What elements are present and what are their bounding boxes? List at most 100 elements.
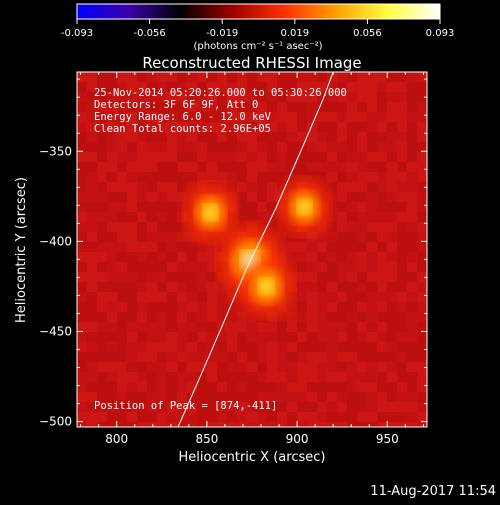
heatmap-cell [327, 172, 337, 182]
heatmap-cell [407, 322, 417, 332]
heatmap-cell [257, 132, 267, 142]
heatmap-cell [87, 392, 97, 402]
heatmap-cell [167, 282, 177, 292]
heatmap-cell [397, 352, 407, 362]
heatmap-cell [167, 362, 177, 372]
heatmap-cell [267, 152, 277, 162]
heatmap-cell [187, 252, 197, 262]
heatmap-cell [387, 202, 397, 212]
heatmap-cell [197, 72, 207, 82]
heatmap-cell [117, 422, 127, 427]
heatmap-cell [277, 342, 287, 352]
heatmap-cell [167, 192, 177, 202]
heatmap-cell [357, 382, 367, 392]
heatmap-cell [297, 242, 307, 252]
heatmap-cell [407, 142, 417, 152]
heatmap-cell [167, 182, 177, 192]
heatmap-cell [77, 352, 87, 362]
timestamp: 11-Aug-2017 11:54 [370, 484, 496, 499]
heatmap-cell [417, 122, 427, 132]
heatmap-cell [377, 182, 387, 192]
heatmap-cell [97, 152, 107, 162]
heatmap-cell [197, 82, 207, 92]
heatmap-cell [97, 342, 107, 352]
heatmap-cell [337, 372, 347, 382]
heatmap-cell [107, 92, 117, 102]
heatmap-cell [407, 222, 417, 232]
x-tick-label: 900 [286, 432, 309, 446]
heatmap-cell [387, 412, 397, 422]
heatmap-cell [357, 392, 367, 402]
heatmap-cell [317, 392, 327, 402]
heatmap-cell [167, 162, 177, 172]
heatmap-cell [307, 72, 317, 82]
heatmap-cell [317, 352, 327, 362]
heatmap-cell [217, 72, 227, 82]
heatmap-cell [187, 372, 197, 382]
heatmap-cell [187, 102, 197, 112]
heatmap-cell [307, 272, 317, 282]
heatmap-cell [317, 222, 327, 232]
heatmap-cell [197, 162, 207, 172]
heatmap-cell [147, 152, 157, 162]
heatmap-cell [347, 132, 357, 142]
heatmap-cell [327, 382, 337, 392]
heatmap-cell [77, 402, 87, 412]
heatmap-cell [337, 242, 347, 252]
heatmap-cell [357, 252, 367, 262]
heatmap-cell [387, 242, 397, 252]
heatmap-cell [117, 252, 127, 262]
y-axis-label: Heliocentric Y (arcsec) [14, 177, 29, 323]
colorbar-tick-label: 0.019 [280, 28, 309, 39]
x-tick-label: 800 [105, 432, 128, 446]
heatmap-cell [387, 142, 397, 152]
heatmap-cell [187, 302, 197, 312]
heatmap-cell [257, 82, 267, 92]
heatmap-cell [387, 332, 397, 342]
heatmap-cell [187, 72, 197, 82]
heatmap-cell [177, 242, 187, 252]
heatmap-cell [237, 382, 247, 392]
heatmap-cell [327, 192, 337, 202]
heatmap-cell [237, 392, 247, 402]
heatmap-cell [387, 192, 397, 202]
heatmap-cell [77, 242, 87, 252]
heatmap-cell [177, 302, 187, 312]
heatmap-cell [147, 262, 157, 272]
heatmap-cell [137, 232, 147, 242]
heatmap-cell [347, 252, 357, 262]
heatmap-cell [357, 302, 367, 312]
heatmap-cell [197, 172, 207, 182]
heatmap-cell [217, 422, 227, 427]
heatmap-cell [267, 412, 277, 422]
heatmap-cell [157, 292, 167, 302]
heatmap-cell [147, 342, 157, 352]
heatmap-cell [157, 422, 167, 427]
heatmap-cell [297, 312, 307, 322]
heatmap-cell [397, 222, 407, 232]
heatmap-cell [337, 392, 347, 402]
heatmap-cell [97, 102, 107, 112]
heatmap-cell [237, 112, 247, 122]
heatmap-cell [117, 282, 127, 292]
heatmap-cell [407, 312, 417, 322]
heatmap-cell [207, 402, 217, 412]
heatmap-cell [87, 332, 97, 342]
heatmap-cell [137, 72, 147, 82]
heatmap-cell [197, 312, 207, 322]
heatmap-cell [177, 202, 187, 212]
heatmap-cell [337, 172, 347, 182]
heatmap-cell [297, 302, 307, 312]
heatmap-cell [177, 212, 187, 222]
heatmap-cell [347, 162, 357, 172]
heatmap-cell [107, 262, 117, 272]
heatmap-cell [157, 102, 167, 112]
heatmap-cell [287, 112, 297, 122]
heatmap-cell [247, 332, 257, 342]
heatmap-cell [167, 242, 177, 252]
heatmap-cell [287, 342, 297, 352]
heatmap-cell [97, 292, 107, 302]
heatmap-cell [157, 402, 167, 412]
heatmap-cell [167, 352, 177, 362]
heatmap-cell [87, 152, 97, 162]
